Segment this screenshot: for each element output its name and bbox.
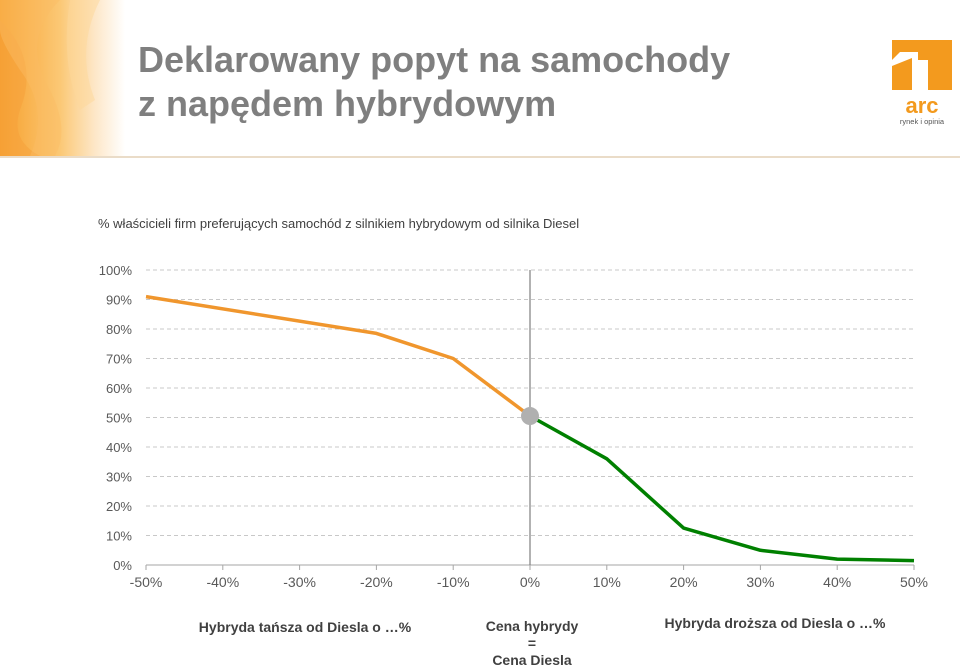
y-tick-label: 10% bbox=[106, 529, 132, 544]
y-tick-label: 30% bbox=[106, 470, 132, 485]
logo-tagline: rynek i opinia bbox=[900, 117, 945, 126]
caption-equal-line3: Cena Diesla bbox=[492, 652, 572, 668]
series-line-2 bbox=[529, 414, 915, 563]
caption-hybrid-pricier: Hybryda droższa od Diesla o …% bbox=[664, 615, 886, 631]
series-lines bbox=[145, 294, 915, 563]
y-tick-label: 20% bbox=[106, 499, 132, 514]
y-tick-label: 40% bbox=[106, 440, 132, 455]
slide-title-line2: z napędem hybrydowym bbox=[138, 83, 557, 124]
x-tick-label: 50% bbox=[900, 574, 928, 590]
caption-equal-line1: Cena hybrydy bbox=[485, 618, 579, 634]
caption-hybrid-cheaper: Hybryda tańsza od Diesla o …% bbox=[198, 619, 412, 635]
x-tick-label: 10% bbox=[593, 574, 621, 590]
x-tick-labels: -50% -40% -30% -20% -10% 0% 10% 20% 30% 40% 50% bbox=[130, 574, 928, 590]
y-tick-label: 80% bbox=[106, 322, 132, 337]
header-band bbox=[0, 0, 960, 158]
y-tick-label: 0% bbox=[113, 558, 132, 573]
y-tick-label: 60% bbox=[106, 381, 132, 396]
x-tick-label: -10% bbox=[437, 574, 470, 590]
caption-equal-line2: = bbox=[527, 635, 537, 651]
logo-text: arc bbox=[905, 93, 938, 118]
x-tick-label: -30% bbox=[283, 574, 316, 590]
x-tick-label: 40% bbox=[823, 574, 851, 590]
x-tick-label: 20% bbox=[670, 574, 698, 590]
header-swirl-decoration bbox=[0, 0, 100, 156]
x-tick-label: -40% bbox=[206, 574, 239, 590]
x-tick-label: -50% bbox=[130, 574, 163, 590]
chart-title: % właścicieli firm preferujących samochó… bbox=[98, 216, 580, 231]
y-tick-label: 70% bbox=[106, 352, 132, 367]
y-tick-label: 50% bbox=[106, 411, 132, 426]
y-tick-label: 90% bbox=[106, 293, 132, 308]
arc-logo: arc rynek i opinia bbox=[892, 40, 952, 126]
x-tick-label: 30% bbox=[746, 574, 774, 590]
x-tick-label: 0% bbox=[520, 574, 540, 590]
highlight-points bbox=[521, 407, 539, 426]
parity-highlight-point bbox=[521, 407, 539, 426]
grid-lines bbox=[146, 269, 914, 536]
x-tick-label: -20% bbox=[360, 574, 393, 590]
y-tick-label: 100% bbox=[99, 263, 133, 278]
y-tick-labels: 0% 10% 20% 30% 40% 50% 60% 70% 80% 90% 100% bbox=[99, 263, 133, 573]
caption-price-equal: Cena hybrydy = Cena Diesla bbox=[462, 618, 602, 669]
logo-mark-icon bbox=[892, 40, 952, 90]
slide-title: Deklarowany popyt na samochody z napędem… bbox=[138, 38, 838, 126]
slide-title-line1: Deklarowany popyt na samochody bbox=[138, 39, 731, 80]
series-line-1 bbox=[145, 294, 532, 418]
